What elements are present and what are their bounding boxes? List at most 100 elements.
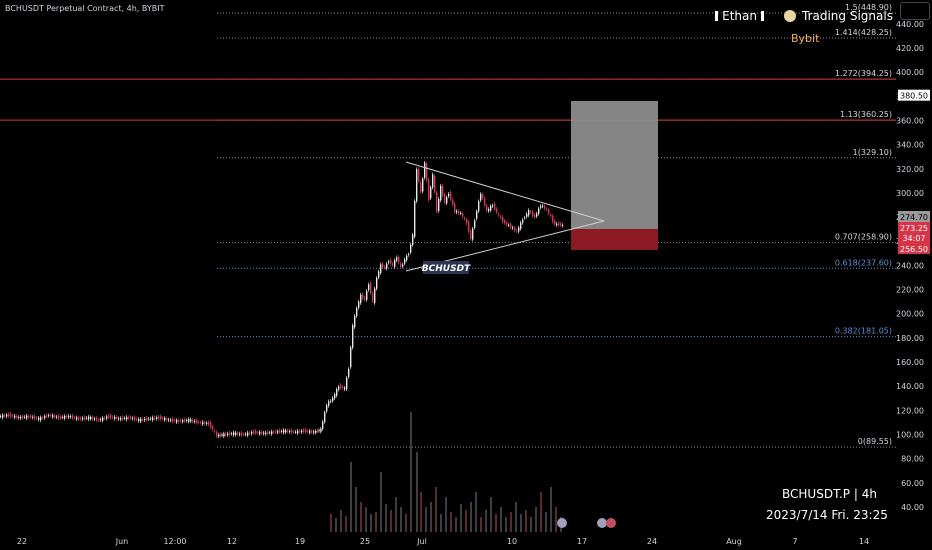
candle-body: [36, 417, 38, 419]
candle-body: [301, 430, 303, 433]
y-tick-label: 40.00: [901, 503, 924, 512]
candle-body: [434, 176, 436, 192]
y-tick-label: 340.00: [896, 141, 924, 150]
candle-body: [227, 433, 229, 436]
chart-header-title: BCHUSDT Perpetual Contract, 4h, BYBIT: [5, 4, 165, 13]
flag-icon: [597, 518, 607, 528]
candle-body: [324, 412, 326, 422]
fib-label: 0(89.55): [858, 437, 892, 446]
y-tick-label: 140.00: [896, 382, 924, 391]
candle-body: [486, 205, 488, 211]
candle-body: [316, 430, 319, 432]
price-tag-bg: [898, 222, 930, 233]
candle-body: [188, 419, 190, 422]
candle-body: [334, 394, 336, 399]
candle-body: [420, 182, 422, 192]
candle-body: [28, 415, 30, 417]
volume-bar: [545, 512, 547, 532]
footer-symbol: BCHUSDT.P | 4h: [782, 487, 877, 501]
candle-body: [552, 215, 554, 222]
candle-body: [396, 257, 398, 261]
candle-body: [273, 431, 275, 433]
volume-bar: [510, 512, 512, 532]
candle-body: [251, 432, 253, 434]
candle-body: [237, 432, 239, 435]
candle-body: [458, 211, 460, 214]
candle-body: [241, 432, 243, 436]
fib-label: 1.272(394.25): [835, 69, 892, 78]
volume-bar: [405, 514, 407, 532]
candle-body: [364, 297, 366, 300]
candle-body: [384, 266, 386, 268]
triangle-upper-line: [405, 161, 605, 222]
candle-body: [476, 211, 478, 219]
candle-body: [166, 418, 168, 421]
candle-body: [510, 224, 512, 228]
candle-body: [540, 205, 542, 208]
candle-body: [326, 405, 328, 412]
y-tick-label: 180.00: [896, 334, 924, 343]
candle-body: [180, 420, 182, 422]
candle-body: [512, 227, 514, 229]
candle-body: [322, 421, 324, 429]
volume-bar: [445, 497, 447, 532]
candle-body: [136, 419, 138, 420]
candle-body: [218, 434, 220, 437]
candle-body: [60, 416, 62, 419]
candle-body: [257, 432, 259, 434]
candle-body: [144, 418, 146, 421]
candle-body: [392, 263, 394, 265]
candle-body: [219, 433, 222, 437]
candle-body: [56, 416, 58, 418]
candle-body: [88, 416, 90, 420]
volume-bar: [345, 516, 347, 532]
candle-body: [253, 431, 255, 434]
extension-lines: [0, 78, 896, 121]
candle-body: [263, 432, 265, 434]
candle-body: [548, 209, 550, 214]
candle-body: [148, 418, 150, 420]
candle-body: [12, 415, 14, 417]
candle-body: [550, 214, 552, 217]
candle-body: [328, 401, 330, 406]
y-tick-label: 400.00: [896, 68, 924, 77]
candle-body: [544, 205, 546, 209]
y-tick-label: 160.00: [896, 358, 924, 367]
candle-body: [297, 430, 299, 434]
candle-body: [542, 205, 544, 207]
candle-body: [388, 261, 390, 263]
candle-body: [164, 418, 166, 421]
candle-body: [98, 419, 100, 421]
candle-body: [212, 426, 214, 430]
candle-body: [502, 216, 504, 222]
volume-bar: [480, 517, 482, 532]
volume-bar: [500, 507, 502, 532]
candle-body: [342, 387, 344, 388]
candle-body: [530, 211, 532, 213]
candle-body: [204, 422, 206, 424]
stop-box: [571, 229, 658, 250]
x-tick-label: 14: [859, 537, 869, 546]
candle-body: [112, 416, 114, 418]
menu-button[interactable]: [900, 2, 930, 20]
candle-body: [428, 179, 430, 200]
candle-body: [478, 201, 480, 212]
candle-body: [138, 419, 140, 421]
flag-icon: [557, 518, 567, 528]
candle-body: [289, 431, 291, 433]
x-tick-label: 17: [577, 537, 587, 546]
candle-body: [442, 185, 444, 196]
candle-body: [214, 431, 216, 432]
candle-body: [30, 415, 32, 418]
candle-body: [356, 308, 358, 317]
candle-body: [404, 259, 406, 264]
candle-body: [558, 222, 560, 226]
candle-body: [126, 416, 128, 420]
candle-body: [516, 230, 518, 232]
y-tick-label: 240.00: [896, 261, 924, 270]
candle-body: [315, 431, 317, 433]
candle-body: [366, 290, 368, 300]
candle-body: [444, 194, 446, 203]
